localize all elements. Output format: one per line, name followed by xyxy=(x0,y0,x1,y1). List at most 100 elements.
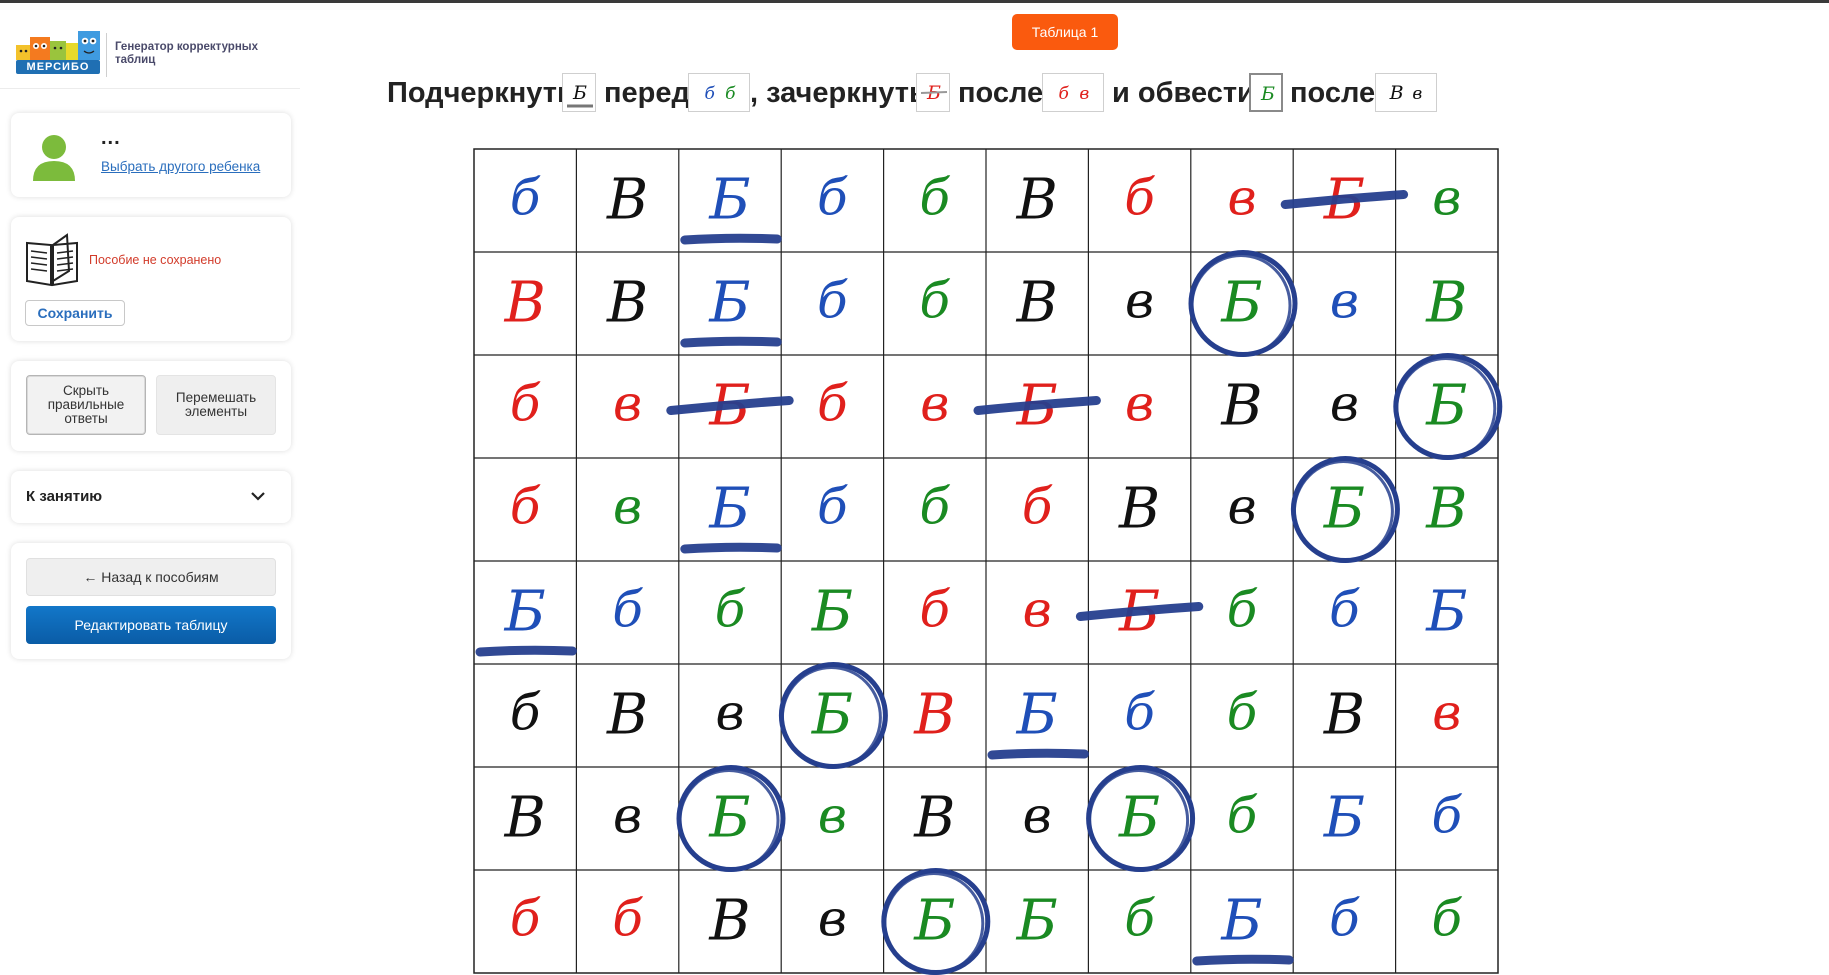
grid-cell[interactable]: в xyxy=(1227,169,1256,227)
grid-cell[interactable]: Б xyxy=(1425,580,1467,645)
grid-cell[interactable]: в xyxy=(1330,272,1359,330)
grid-cell[interactable]: Б xyxy=(1393,353,1503,460)
grid-cell[interactable]: б xyxy=(920,478,951,536)
shuffle-button[interactable]: Перемешать элементы xyxy=(156,375,276,435)
hide-answers-button[interactable]: Скрыть правильные ответы xyxy=(26,375,146,435)
grid-cell[interactable]: Б xyxy=(1323,786,1365,851)
grid-cell[interactable]: б xyxy=(920,581,951,639)
grid-cell[interactable]: В xyxy=(1425,271,1467,336)
grid-cell[interactable]: В xyxy=(1425,477,1467,542)
change-child-link[interactable]: Выбрать другого ребенка xyxy=(101,159,261,174)
grid-cell[interactable]: б xyxy=(1432,890,1463,948)
grid-letter: В xyxy=(606,271,648,336)
grid-cell[interactable]: Б xyxy=(676,765,786,872)
grid-cell[interactable]: В xyxy=(606,168,648,233)
grid-cell[interactable]: Б xyxy=(1016,889,1058,954)
grid-cell[interactable]: Б xyxy=(811,580,853,645)
grid-cell[interactable]: В xyxy=(913,786,955,851)
grid-cell[interactable]: б xyxy=(510,478,541,536)
grid-cell[interactable]: В xyxy=(606,683,648,748)
grid-cell[interactable]: в xyxy=(1125,272,1154,330)
grid-cell[interactable]: б xyxy=(817,169,848,227)
grid-cell[interactable]: б xyxy=(612,581,643,639)
grid-cell[interactable]: б xyxy=(1329,890,1360,948)
grid-cell[interactable]: Б xyxy=(1280,168,1409,233)
grid-cell[interactable]: в xyxy=(818,787,847,845)
grid-cell[interactable]: б xyxy=(510,169,541,227)
grid-letter: Б xyxy=(1323,786,1365,851)
grid-cell[interactable]: Б xyxy=(475,580,577,657)
grid-letter: Б xyxy=(1118,786,1160,851)
grid-cell[interactable]: б xyxy=(612,890,643,948)
grid-cell[interactable]: б xyxy=(1432,787,1463,845)
grid-cell[interactable]: в xyxy=(613,478,642,536)
grid-cell[interactable]: б xyxy=(1124,169,1155,227)
grid-cell[interactable]: Б xyxy=(1075,580,1204,645)
lesson-dropdown[interactable]: К занятию xyxy=(11,471,291,523)
grid-cell[interactable]: б xyxy=(1227,787,1258,845)
grid-cell[interactable]: В xyxy=(708,889,750,954)
grid-cell[interactable]: в xyxy=(1330,375,1359,433)
grid-cell[interactable]: в xyxy=(1432,169,1461,227)
grid-cell[interactable]: Б xyxy=(973,374,1101,439)
tab-table-1[interactable]: Таблица 1 xyxy=(1012,14,1118,50)
circle-mark-stroke xyxy=(678,769,780,872)
grid-cell[interactable]: В xyxy=(1220,374,1262,439)
grid-cell[interactable]: б xyxy=(1227,684,1258,742)
grid-cell[interactable]: в xyxy=(613,375,642,433)
grid-cell[interactable]: Б xyxy=(666,374,794,439)
grid-cell[interactable]: в xyxy=(715,684,744,742)
grid-cell[interactable]: в xyxy=(1432,684,1461,742)
grid-cell[interactable]: Б xyxy=(680,477,782,554)
grid-cell[interactable]: в xyxy=(1227,478,1256,536)
grid-cell[interactable]: Б xyxy=(778,662,888,769)
grid-cell[interactable]: б xyxy=(1124,890,1155,948)
grid-cell[interactable]: в xyxy=(1023,581,1052,639)
back-to-materials-button[interactable]: ← Назад к пособиям xyxy=(26,558,276,596)
grid-cell[interactable]: в xyxy=(1125,375,1154,433)
instruction-chip-4: Б xyxy=(1249,73,1283,112)
grid-cell[interactable]: В xyxy=(504,271,546,336)
grid-cell[interactable]: б xyxy=(510,890,541,948)
grid-cell[interactable]: В xyxy=(606,271,648,336)
grid-cell[interactable]: б xyxy=(817,478,848,536)
instruction-word-5: после xyxy=(1290,77,1376,109)
grid-cell[interactable]: б xyxy=(920,169,951,227)
grid-cell[interactable]: В xyxy=(1323,683,1365,748)
grid-cell[interactable]: Б xyxy=(1192,889,1294,966)
grid-cell[interactable]: б xyxy=(817,375,848,433)
grid-cell[interactable]: В xyxy=(504,786,546,851)
grid-cell[interactable]: Б xyxy=(1290,456,1400,563)
grid-cell[interactable]: б xyxy=(1227,581,1258,639)
grid-cell[interactable]: б xyxy=(920,272,951,330)
grid-cell[interactable]: в xyxy=(613,787,642,845)
grid-letter: Б xyxy=(1425,580,1467,645)
grid-cell[interactable]: б xyxy=(510,375,541,433)
grid-cell[interactable]: В xyxy=(1016,168,1058,233)
grid-cell[interactable]: б xyxy=(1124,684,1155,742)
grid-cell[interactable]: в xyxy=(1023,787,1052,845)
grid-cell[interactable]: в xyxy=(920,375,949,433)
grid-cell[interactable]: Б xyxy=(680,168,782,245)
grid-cell[interactable]: в xyxy=(818,890,847,948)
grid-cell[interactable]: В xyxy=(913,683,955,748)
grid-cell[interactable]: б xyxy=(1022,478,1053,536)
grid-cell[interactable]: б xyxy=(1329,581,1360,639)
edit-table-button[interactable]: Редактировать таблицу xyxy=(26,606,276,644)
grid-cell[interactable]: В xyxy=(1118,477,1160,542)
grid-cell[interactable]: Б xyxy=(881,868,991,975)
grid-cell[interactable]: б xyxy=(817,272,848,330)
grid-cell[interactable]: В xyxy=(1016,271,1058,336)
grid-cell[interactable]: б xyxy=(715,581,746,639)
grid-cell[interactable]: Б xyxy=(1086,765,1196,872)
circle-mark-stroke xyxy=(1395,357,1497,460)
grid-cell[interactable]: б xyxy=(510,684,541,742)
mersibo-logo[interactable]: МЕРСИБО xyxy=(16,31,100,75)
grid-letter: б xyxy=(920,478,951,536)
save-button[interactable]: Сохранить xyxy=(25,300,125,326)
grid-cell[interactable]: Б xyxy=(987,683,1089,760)
grid-cell[interactable]: Б xyxy=(1188,250,1298,357)
logo-divider xyxy=(106,33,107,77)
grid-cell[interactable]: Б xyxy=(680,271,782,348)
